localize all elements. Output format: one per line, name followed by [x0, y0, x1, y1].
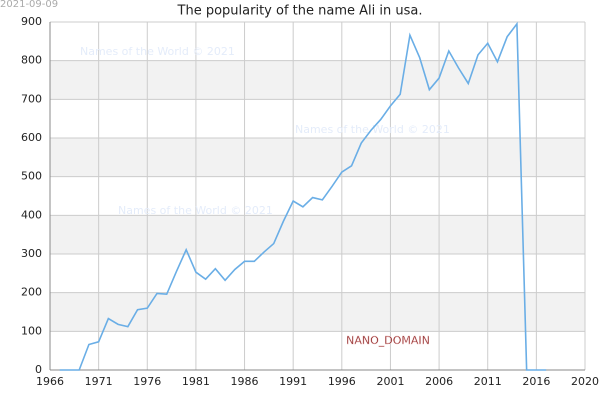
band	[50, 215, 585, 254]
y-tick-label: 600	[21, 131, 42, 144]
y-tick-label: 200	[21, 286, 42, 299]
x-tick-label: 1976	[133, 375, 161, 388]
y-tick-label: 300	[21, 247, 42, 260]
x-tick-label: 2001	[376, 375, 404, 388]
band	[50, 292, 585, 332]
chart-title: The popularity of the name Ali in usa.	[177, 4, 423, 19]
x-tick-label: 1991	[279, 375, 307, 388]
y-tick-label: 0	[35, 363, 42, 376]
x-tick-label: 1981	[182, 375, 210, 388]
x-tick-label: 1971	[85, 375, 113, 388]
x-tick-label: 2006	[425, 375, 453, 388]
band	[50, 60, 585, 100]
y-tick-label: 100	[21, 324, 42, 337]
x-tick-label: 1966	[36, 375, 64, 388]
watermark: Names of the World © 2021	[80, 45, 235, 58]
band	[50, 138, 585, 177]
date-label: 2021-09-09	[0, 0, 58, 10]
y-tick-label: 400	[21, 208, 42, 221]
data-line	[59, 21, 547, 371]
y-tick-label: 500	[21, 170, 42, 183]
y-tick-label: 900	[21, 15, 42, 28]
x-tick-label: 1996	[328, 375, 356, 388]
x-tick-label: 2020	[571, 375, 599, 388]
x-tick-label: 2011	[474, 375, 502, 388]
y-tick-label: 700	[21, 92, 42, 105]
x-tick-label: 1986	[231, 375, 259, 388]
watermark: Names of the World © 2021	[118, 204, 273, 217]
annotation: NANO_DOMAIN	[346, 334, 430, 347]
y-tick-label: 800	[21, 54, 42, 67]
x-tick-label: 2016	[522, 375, 550, 388]
